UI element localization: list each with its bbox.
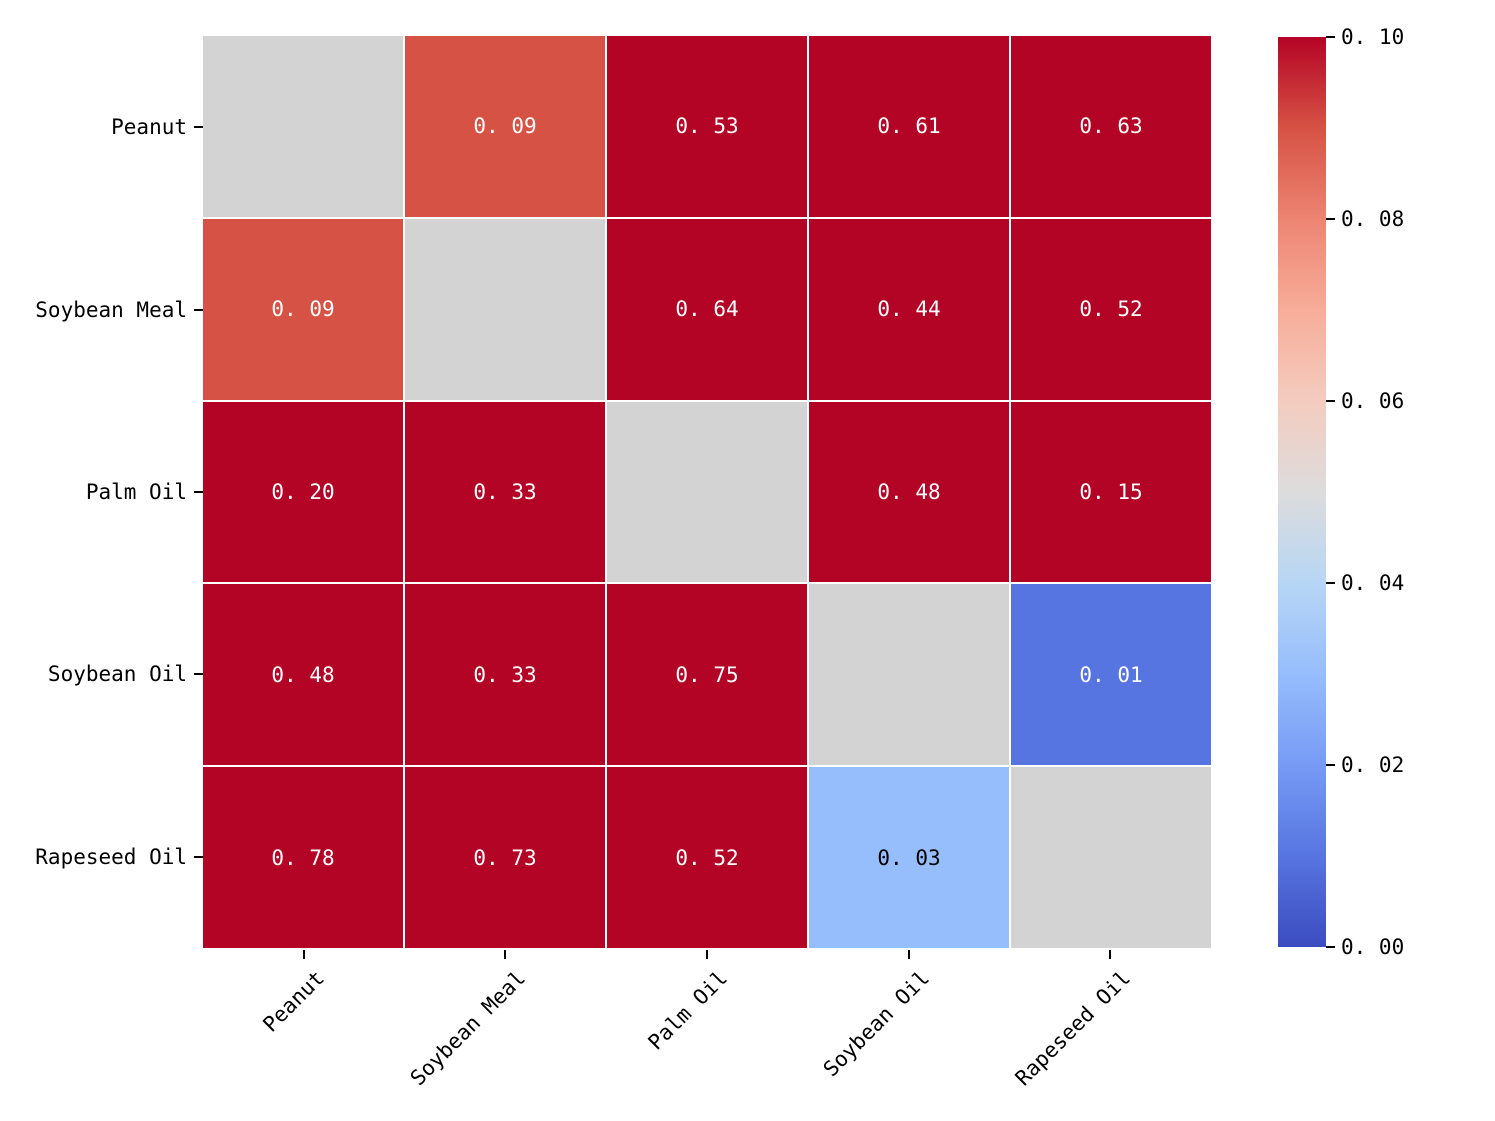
x-axis-label-soybean-oil: Soybean Oil — [818, 966, 934, 1082]
x-axis-label-peanut: Peanut — [258, 966, 329, 1037]
cell-value: 0. 63 — [1079, 114, 1143, 139]
colorbar-tick-label: 0. 08 — [1341, 207, 1405, 231]
colorbar-tick — [1326, 946, 1335, 948]
cell-value: 0. 75 — [675, 662, 739, 687]
heatmap-cell-2-4: 0. 15 — [1011, 401, 1211, 583]
heatmap-cell-0-4: 0. 63 — [1011, 36, 1211, 217]
heatmap-cell-1-1 — [405, 218, 605, 400]
heatmap-cell-0-0 — [203, 36, 403, 217]
heatmap-grid: 0. 09 0. 53 0. 61 0. 63 0. 09 0. 64 0. 44 0. 52… — [203, 36, 1211, 948]
colorbar-tick — [1326, 36, 1335, 38]
heatmap-cell-0-3: 0. 61 — [809, 36, 1009, 217]
colorbar-tick — [1326, 764, 1335, 766]
cell-value: 0. 33 — [473, 662, 537, 687]
cell-value: 0. 73 — [473, 845, 537, 870]
y-axis-label-palm-oil: Palm Oil — [85, 480, 187, 504]
heatmap-cell-2-3: 0. 48 — [809, 401, 1009, 583]
colorbar-tick — [1326, 218, 1335, 220]
x-axis-tick — [706, 950, 708, 959]
heatmap-cell-1-4: 0. 52 — [1011, 218, 1211, 400]
heatmap-cell-3-3 — [809, 584, 1009, 766]
cell-value: 0. 20 — [271, 479, 335, 504]
cell-value: 0. 78 — [271, 845, 335, 870]
y-axis-label-soybean-oil: Soybean Oil — [47, 662, 187, 687]
cell-value: 0. 15 — [1079, 479, 1143, 504]
cell-value: 0. 61 — [877, 114, 941, 139]
cell-value: 0. 48 — [271, 662, 335, 687]
colorbar-tick — [1326, 582, 1335, 584]
x-axis-label-palm-oil: Palm Oil — [643, 966, 732, 1055]
y-axis-tick — [194, 673, 203, 676]
x-axis-tick — [907, 950, 910, 959]
heatmap-cell-3-1: 0. 33 — [405, 584, 605, 766]
y-axis-tick — [194, 308, 203, 311]
x-axis-tick — [302, 950, 305, 959]
cell-value: 0. 52 — [1079, 297, 1143, 322]
colorbar-tick-label: 0. 06 — [1341, 389, 1405, 413]
heatmap-cell-4-4 — [1011, 767, 1211, 948]
heatmap-cell-2-1: 0. 33 — [405, 401, 605, 583]
x-axis-label-soybean-meal: Soybean Meal — [406, 966, 531, 1091]
colorbar-tick — [1326, 400, 1335, 402]
cell-value: 0. 53 — [675, 114, 739, 139]
heatmap-cell-3-2: 0. 75 — [607, 584, 807, 766]
heatmap-cell-1-0: 0. 09 — [203, 218, 403, 400]
y-axis-tick — [194, 855, 203, 858]
cell-value: 0. 33 — [473, 479, 537, 504]
cell-value: 0. 09 — [271, 297, 335, 322]
heatmap-cell-2-2 — [607, 401, 807, 583]
heatmap-cell-4-0: 0. 78 — [203, 767, 403, 948]
heatmap-cell-2-0: 0. 20 — [203, 401, 403, 583]
cell-value: 0. 52 — [675, 845, 739, 870]
heatmap-cell-1-2: 0. 64 — [607, 218, 807, 400]
heatmap-cell-0-1: 0. 09 — [405, 36, 605, 217]
y-axis-tick — [194, 491, 203, 493]
cell-value: 0. 03 — [877, 845, 941, 870]
cell-value: 0. 01 — [1079, 662, 1143, 687]
colorbar-gradient — [1278, 37, 1326, 947]
y-axis-label-soybean-meal: Soybean Meal — [35, 297, 187, 322]
heatmap-cell-3-0: 0. 48 — [203, 584, 403, 766]
y-axis-tick — [194, 126, 203, 129]
heatmap-cell-4-2: 0. 52 — [607, 767, 807, 948]
colorbar-tick-label: 0. 02 — [1341, 753, 1405, 777]
x-axis-label-rapeseed-oil: Rapeseed Oil — [1010, 966, 1136, 1091]
cell-value: 0. 48 — [877, 479, 941, 504]
x-axis-tick — [1109, 950, 1112, 959]
heatmap-cell-3-4: 0. 01 — [1011, 584, 1211, 766]
x-axis-tick — [504, 950, 507, 959]
heatmap-cell-0-2: 0. 53 — [607, 36, 807, 217]
y-axis-label-rapeseed-oil: Rapeseed Oil — [35, 844, 187, 869]
colorbar-tick-label: 0. 00 — [1341, 935, 1405, 959]
colorbar-tick-label: 0. 04 — [1341, 571, 1405, 595]
cell-value: 0. 44 — [877, 297, 941, 322]
cell-value: 0. 64 — [675, 297, 739, 322]
heatmap-cell-1-3: 0. 44 — [809, 218, 1009, 400]
heatmap-cell-4-3: 0. 03 — [809, 767, 1009, 948]
colorbar-tick-label: 0. 10 — [1341, 25, 1405, 49]
heatmap-cell-4-1: 0. 73 — [405, 767, 605, 948]
cell-value: 0. 09 — [473, 114, 537, 139]
y-axis-label-peanut: Peanut — [111, 115, 187, 140]
